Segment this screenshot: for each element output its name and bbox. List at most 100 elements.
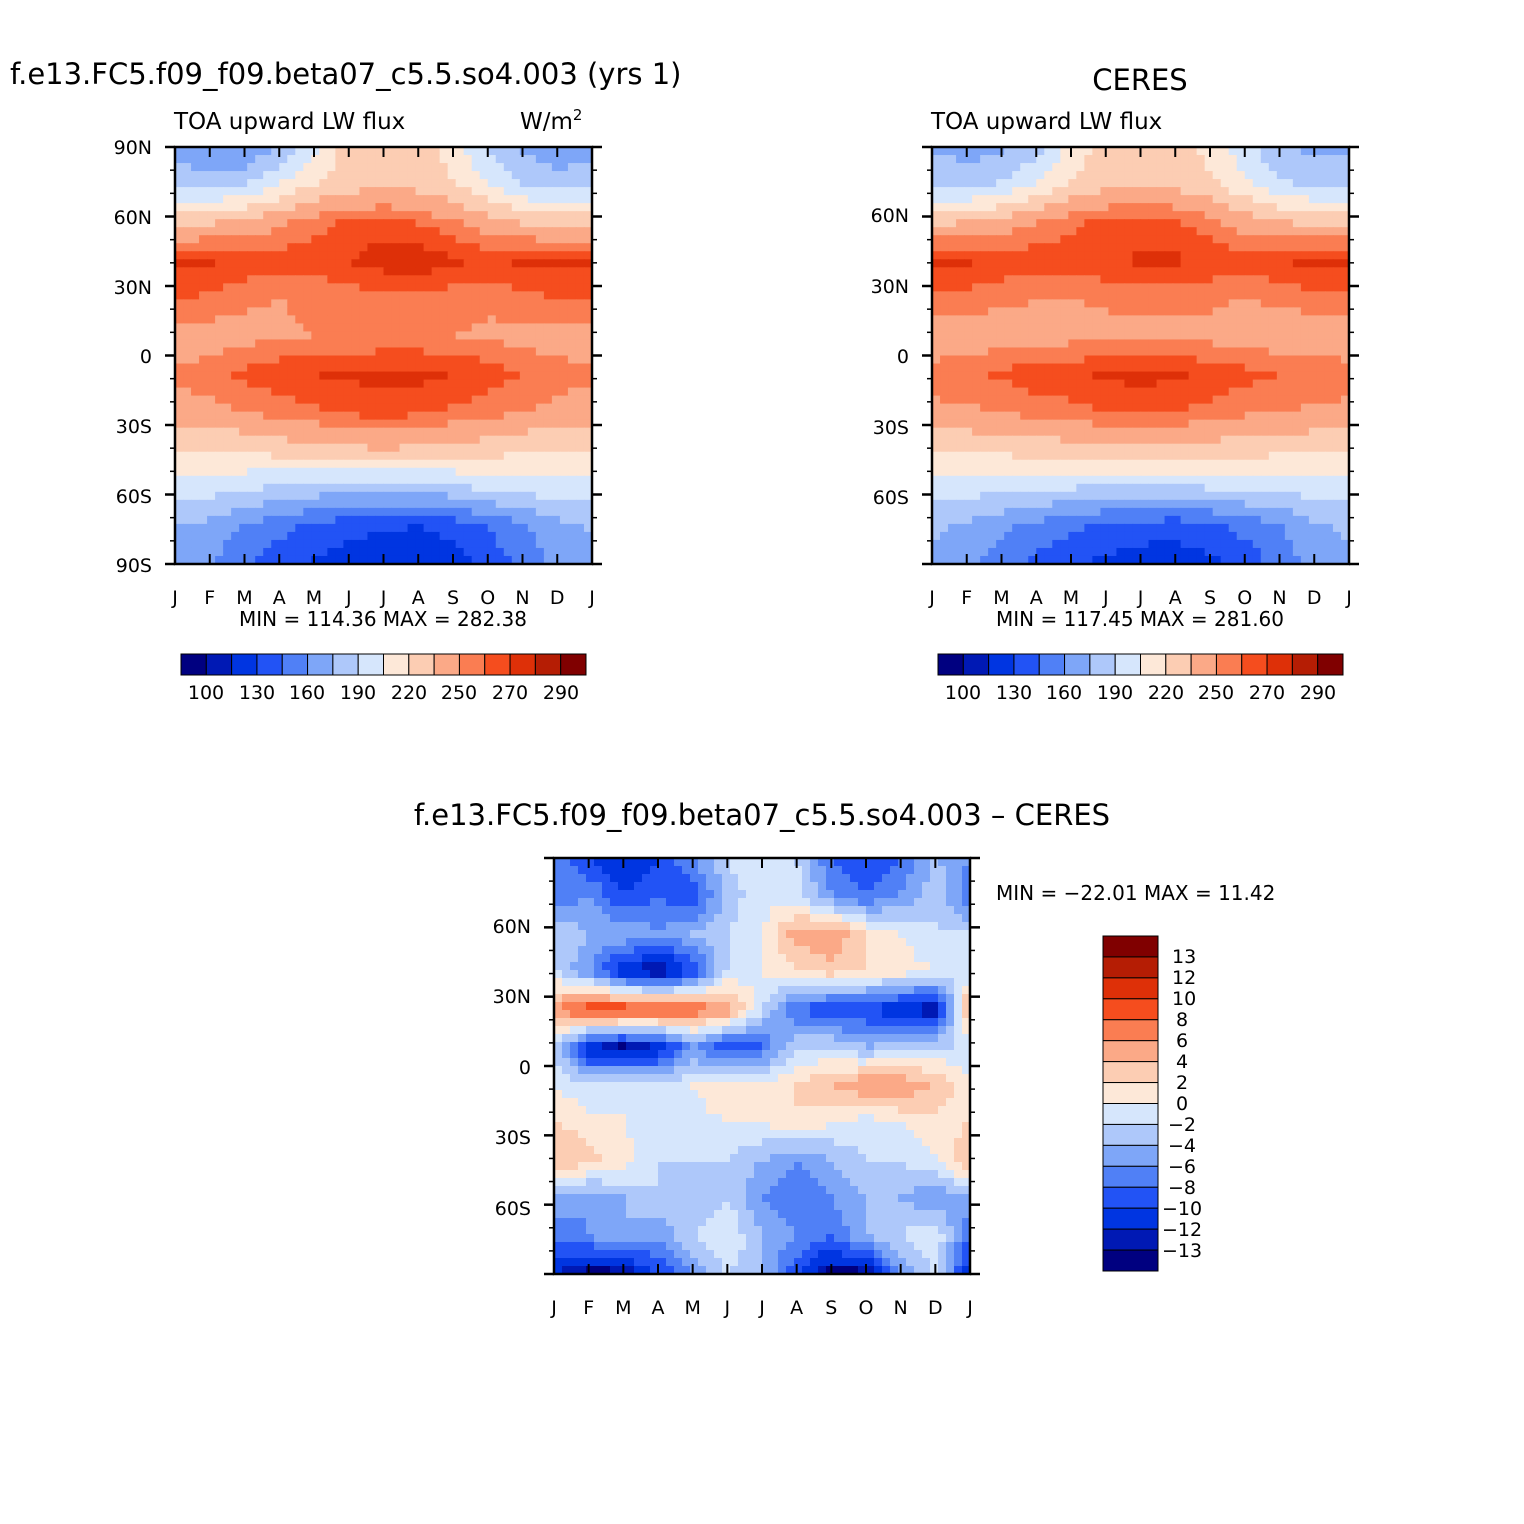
heatmap-cell [423,171,433,180]
heatmap-cell [479,379,489,389]
heatmap-cell [519,443,529,453]
heatmap-cell [1132,395,1142,405]
heatmap-cell [327,491,336,501]
heatmap-cell [1300,371,1310,381]
heatmap-cell [327,235,336,244]
heatmap-cell [972,379,981,389]
heatmap-cell [511,435,521,445]
heatmap-cell [535,243,545,252]
heatmap-cell [407,387,417,397]
heatmap-cell [263,427,272,437]
heatmap-cell [1180,291,1190,300]
heatmap-cell [207,179,216,188]
heatmap-cell [415,515,425,525]
heatmap-cell [1092,347,1101,357]
heatmap-cell [439,387,449,397]
heatmap-cell [343,211,353,220]
heatmap-cell [535,227,545,236]
heatmap-cell [964,427,973,437]
heatmap-cell [519,179,529,188]
heatmap-cell [1292,187,1302,196]
heatmap-cell [1092,291,1101,300]
heatmap-cell [1340,251,1350,260]
heatmap-cell [551,363,561,373]
heatmap-cell [279,427,288,437]
heatmap-cell [1124,195,1134,204]
heatmap-cell [1068,331,1077,341]
heatmap-cell [1068,275,1077,284]
heatmap-cell [207,475,216,485]
heatmap-cell [956,155,965,164]
heatmap-cell [399,555,409,565]
heatmap-cell [511,355,521,365]
heatmap-cell [567,195,577,204]
heatmap-cell [1108,411,1118,421]
heatmap-cell [239,459,248,469]
heatmap-cell [535,283,545,292]
heatmap-cell [231,419,240,429]
heatmap-cell [359,419,369,429]
heatmap-cell [940,355,949,365]
heatmap-cell [527,211,537,220]
heatmap-cell [948,307,957,316]
heatmap-cell [996,451,1005,461]
heatmap-cell [1116,187,1126,196]
heatmap-cell [575,435,585,445]
heatmap-cell [972,171,981,180]
heatmap-cell [215,363,224,373]
heatmap-cell [311,507,320,517]
heatmap-cell [215,219,224,228]
heatmap-cell [527,331,537,341]
heatmap-cell [1140,187,1150,196]
heatmap-cell [1324,323,1334,333]
heatmap-cell [964,339,973,349]
heatmap-cell [487,171,497,180]
heatmap-cell [199,395,208,405]
heatmap-cell [215,339,224,349]
heatmap-cell [519,283,529,292]
heatmap-cell [351,259,361,268]
heatmap-cell [1100,219,1110,228]
heatmap-cell [407,179,417,188]
heatmap-cell [359,235,369,244]
heatmap-cell [1324,451,1334,461]
heatmap-cell [399,331,409,341]
heatmap-plot-area [922,145,1359,566]
heatmap-cell [1180,323,1190,333]
heatmap-cell [567,307,577,316]
heatmap-cell [980,235,989,244]
heatmap-cell [956,451,965,461]
heatmap-cell [1068,259,1077,268]
heatmap-cell [1220,283,1230,292]
heatmap-cell [1204,403,1214,413]
heatmap-cell [535,419,545,429]
heatmap-cell [439,459,449,469]
heatmap-cell [1036,283,1045,292]
heatmap-cell [463,163,473,172]
heatmap-cell [1076,267,1085,276]
heatmap-cell [511,451,521,461]
heatmap-cell [463,355,473,365]
heatmap-cell [1132,379,1142,389]
heatmap-cell [295,507,304,517]
heatmap-cell [567,555,577,565]
heatmap-cell [287,307,296,316]
heatmap-cell [1300,395,1310,405]
heatmap-cell [487,355,497,365]
heatmap-cell [519,315,529,325]
heatmap-cell [972,395,981,405]
heatmap-cell [1148,227,1158,236]
heatmap-cell [471,163,481,172]
heatmap-cell [255,163,264,172]
heatmap-cell [239,507,248,517]
heatmap-cell [423,507,433,517]
heatmap-cell [535,547,545,557]
heatmap-cell [1148,163,1158,172]
heatmap-cell [1340,171,1350,180]
heatmap-cell [1132,419,1142,429]
heatmap-cell [175,451,184,461]
heatmap-cell [439,243,449,252]
heatmap-cell [1340,299,1350,308]
heatmap-cell [271,531,280,541]
heatmap-cell [1124,475,1134,485]
